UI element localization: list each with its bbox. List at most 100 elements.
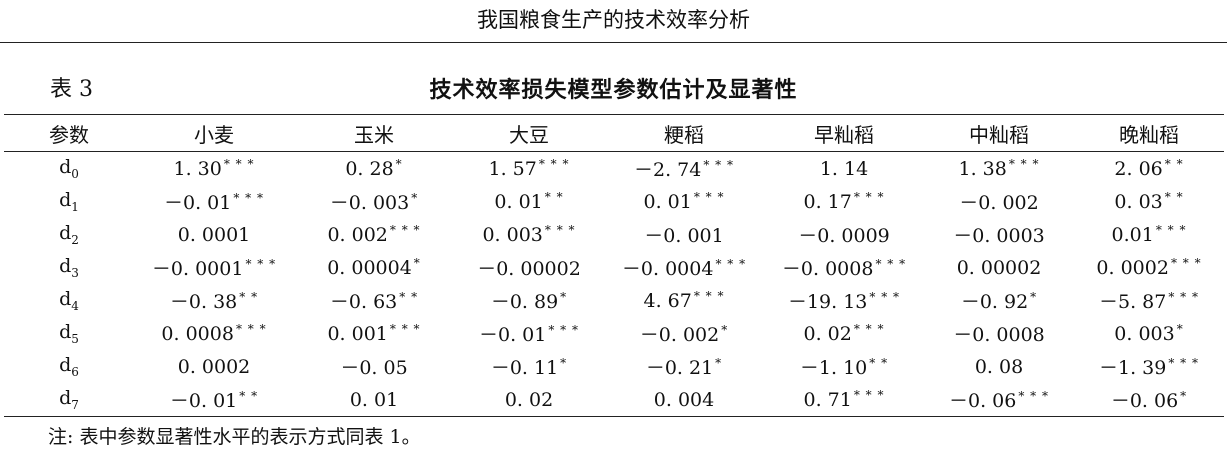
cell-value: －0. 06 [949, 390, 1017, 412]
significance-stars: * [1180, 389, 1188, 403]
cell-value: －19. 13 [787, 291, 868, 313]
table-row: d3 －0. 0001 * * * 0. 00004 * －0. 00002 －0. 000… [4, 251, 1224, 284]
param-label: d5 [4, 317, 134, 350]
param-base: d [59, 288, 72, 311]
cell-value: －0. 01 [164, 192, 232, 214]
cell-value: 0. 01 [494, 191, 543, 213]
cell-value: 1. 30 [173, 158, 222, 180]
significance-stars: * [560, 290, 568, 304]
param-label: d7 [4, 383, 134, 417]
cell-value: －2. 74 [634, 159, 702, 181]
significance-stars: * [560, 356, 568, 370]
cell-value: －1. 39 [1099, 357, 1167, 379]
table-cell: 2. 06 * * [1074, 152, 1224, 186]
param-subscript: 1 [71, 199, 79, 214]
significance-stars: * * * [853, 190, 885, 204]
table-cell: 0. 03 * * [1074, 185, 1224, 218]
param-subscript: 4 [71, 298, 79, 313]
table-row: d5 0. 0008 * * * 0. 001 * * * －0. 01 * * * －0. … [4, 317, 1224, 350]
cell-value: 0. 003 [1114, 323, 1175, 345]
cell-value: －0. 38 [169, 291, 238, 313]
col-header-late-indica: 晚籼稻 [1074, 114, 1224, 152]
table-note: 注: 表中参数显著性水平的表示方式同表 1。 [48, 426, 421, 448]
cell-value: －0. 0003 [953, 225, 1045, 247]
param-base: d [59, 156, 72, 179]
table-cell: 0. 0001 [134, 218, 294, 251]
significance-stars: * * [399, 290, 419, 304]
table-cell: 0. 28 * [294, 152, 454, 186]
significance-stars: * * [1164, 157, 1184, 171]
cell-value: －0. 0008 [781, 258, 874, 280]
significance-stars: * * * [235, 322, 267, 336]
table-cell: 0. 0002 [134, 350, 294, 383]
table-cell: 0. 001 * * * [294, 317, 454, 350]
table-cell: －0. 01 * * [134, 383, 294, 417]
cell-value: 0. 00004 [327, 257, 412, 279]
table-cell: －0. 92 * [924, 284, 1074, 317]
cell-value: －0. 0009 [798, 225, 890, 247]
table-row: d0 1. 30 * * * 0. 28 * 1. 57 * * * －2. 74 * * * 1… [4, 152, 1224, 186]
significance-stars: * * * [548, 323, 579, 337]
cell-value: 0. 02 [504, 388, 554, 411]
table-cell: 0. 71 * * * [764, 383, 924, 417]
param-base: d [59, 354, 72, 377]
table-cell: －0. 01 * * * [134, 185, 294, 218]
param-subscript: 7 [71, 397, 79, 412]
param-subscript: 2 [71, 232, 79, 247]
table-cell: 0. 003 * [1074, 317, 1224, 350]
cell-value: 0. 00002 [956, 256, 1042, 279]
table-cell: －0. 002 * [604, 317, 764, 350]
col-header-corn: 玉米 [294, 114, 454, 152]
cell-value: 0. 28 [345, 158, 394, 180]
table-cell: 0. 0008 * * * [134, 317, 294, 350]
param-label: d6 [4, 350, 134, 383]
cell-value: －0. 21 [645, 357, 714, 379]
cell-value: 0. 17 [803, 191, 852, 213]
significance-stars: * * * [693, 289, 725, 303]
table-cell: －0. 89 * [454, 284, 604, 317]
significance-stars: * * * [869, 290, 901, 304]
cell-value: －0. 01 [169, 390, 238, 412]
table-row: d4 －0. 38 * * －0. 63 * * －0. 89 * 4. 67 * * * －19… [4, 284, 1224, 317]
table-cell: －0. 06 * * * [924, 383, 1074, 417]
param-base: d [59, 321, 72, 344]
param-subscript: 5 [71, 331, 79, 346]
significance-stars: * * [869, 356, 889, 370]
param-subscript: 3 [71, 265, 79, 280]
param-subscript: 6 [71, 364, 79, 379]
table-cell: 1. 14 [764, 152, 924, 186]
cell-value: －0. 0004 [621, 258, 714, 280]
table-cell: 1. 57 * * * [454, 152, 604, 186]
table-cell: －0. 003 * [294, 185, 454, 218]
table-body: d0 1. 30 * * * 0. 28 * 1. 57 * * * －2. 74 * * * 1… [4, 152, 1224, 417]
table-row: d1 －0. 01 * * * －0. 003 * 0. 01 * * 0. 01 * * * 0… [4, 185, 1224, 218]
significance-stars: * * * [1008, 157, 1040, 171]
col-header-soybean: 大豆 [454, 114, 604, 152]
significance-stars: * * * [875, 257, 907, 271]
parameter-table: 参数 小麦 玉米 大豆 粳稻 早籼稻 中籼稻 晚籼稻 d0 1. 30 * * * 0… [4, 114, 1224, 417]
col-header-mid-indica: 中籼稻 [924, 114, 1074, 152]
cell-value: 0. 003 [482, 224, 543, 246]
table-cell: －5. 87 * * * [1074, 284, 1224, 317]
param-label: d2 [4, 218, 134, 251]
table-cell: 0. 00002 [924, 251, 1074, 284]
table-cell: －0. 38 * * [134, 284, 294, 317]
col-header-japonica: 粳稻 [604, 114, 764, 152]
table-cell: －0. 001 [604, 218, 764, 251]
col-header-early-indica: 早籼稻 [764, 114, 924, 152]
table-cell: 0. 01 * * * [604, 185, 764, 218]
table-cell: 0. 0002 * * * [1074, 251, 1224, 284]
table-cell: 0.01 * * * [1074, 218, 1224, 251]
cell-value: －0. 89 [490, 291, 559, 313]
col-header-wheat: 小麦 [134, 114, 294, 152]
table-cell: －2. 74 * * * [604, 152, 764, 186]
cell-value: 0. 004 [653, 388, 715, 411]
table-cell: －0. 0008 * * * [764, 251, 924, 284]
table-cell: 0. 02 [454, 383, 604, 417]
table-cell: －0. 05 [294, 350, 454, 383]
table-cell: 0. 08 [924, 350, 1074, 383]
table-cell: 0. 004 [604, 383, 764, 417]
cell-value: 1. 14 [819, 157, 869, 180]
cell-value: －0. 11 [490, 357, 559, 379]
significance-stars: * * * [223, 157, 255, 171]
